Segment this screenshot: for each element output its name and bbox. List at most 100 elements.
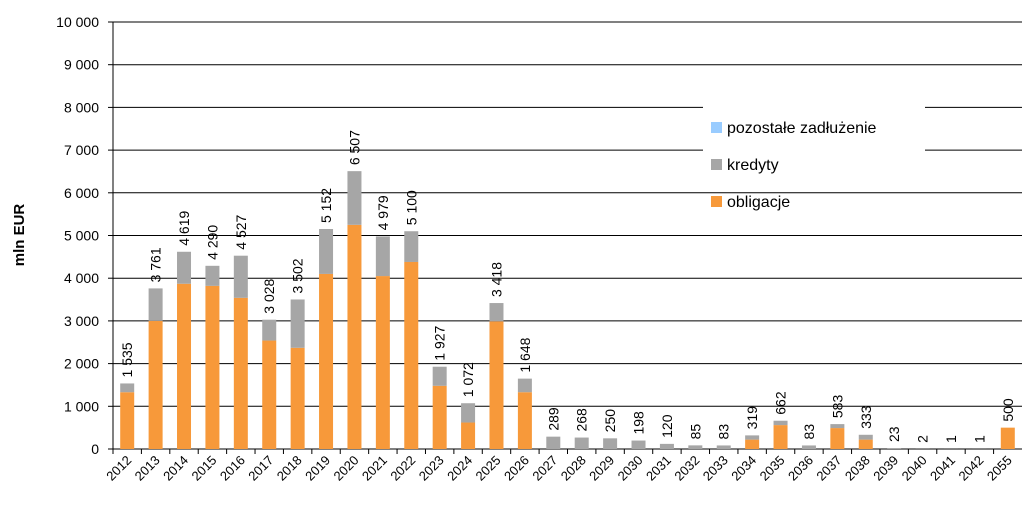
bar-segment [290,299,305,348]
total-label: 83 [716,424,732,440]
bar-segment [290,347,305,449]
bar-segment [233,255,248,298]
total-label: 1 648 [517,337,533,372]
legend-label: kredyty [727,157,779,174]
total-label: 4 527 [233,214,249,249]
y-tick-label: 6 000 [64,185,99,201]
bar-segment [262,319,277,341]
total-label: 5 152 [318,188,334,223]
total-label: 3 418 [488,262,504,297]
x-tick-label: 2055 [984,453,1015,484]
x-tick-label: 2016 [217,453,248,484]
bar-segment [574,437,589,449]
x-tick-label: 2021 [359,453,390,484]
total-label: 583 [829,395,845,419]
bar-segment [461,422,476,449]
x-tick-label: 2028 [558,453,589,484]
bar-segment [603,438,618,449]
bar-segment [773,420,788,426]
total-label: 4 290 [204,225,220,260]
y-tick-label: 0 [91,441,99,457]
total-label: 1 535 [119,342,135,377]
bar-segment [489,321,504,449]
y-tick-label: 9 000 [64,57,99,73]
total-label: 5 100 [403,190,419,225]
total-label: 120 [659,414,675,438]
bar-segment [801,445,816,449]
total-label: 500 [1000,398,1016,422]
bar-segment [858,439,873,449]
bar-segment [205,265,220,286]
total-label: 3 502 [290,258,306,293]
total-label: 83 [801,424,817,440]
x-tick-label: 2041 [927,453,958,484]
legend-swatch [711,196,722,207]
y-tick-label: 10 000 [56,14,99,30]
bar-segment [177,283,192,449]
legend-label: obligacje [727,194,790,211]
y-tick-label: 8 000 [64,99,99,115]
bar-segment [347,224,362,449]
x-tick-label: 2012 [103,453,134,484]
y-tick-label: 4 000 [64,270,99,286]
total-label: 1 927 [432,325,448,360]
bar-segment [148,320,163,449]
x-tick-label: 2020 [331,453,362,484]
bar-segment [375,236,390,277]
bar-segment [461,403,476,423]
bar-segment [858,434,873,440]
total-label: 3 028 [261,278,277,313]
x-tick-label: 2033 [700,453,731,484]
bar-segment [631,440,646,449]
y-axis-title: mln EUR [11,204,28,267]
bar-segment [1000,427,1015,449]
bar-segment [546,436,561,449]
total-label: 250 [602,409,618,433]
total-label: 6 507 [346,130,362,165]
x-tick-label: 2037 [813,453,844,484]
total-label: 4 619 [176,211,192,246]
y-tick-label: 3 000 [64,313,99,329]
x-tick-label: 2014 [160,453,191,484]
y-tick-label: 2 000 [64,356,99,372]
x-tick-label: 2026 [501,453,532,484]
x-tick-label: 2015 [188,453,219,484]
legend-swatch [711,159,722,170]
bar-segment [489,303,504,322]
x-tick-label: 2024 [444,453,475,484]
total-label: 4 979 [375,195,391,230]
bar-segment [659,443,674,449]
x-tick-label: 2036 [785,453,816,484]
x-tick-label: 2029 [586,453,617,484]
bar-segment [773,425,788,449]
y-tick-label: 5 000 [64,228,99,244]
bar-segment [120,392,135,449]
bar-segment [432,385,447,449]
total-label: 319 [744,406,760,430]
total-label: 23 [886,426,902,442]
total-label: 268 [574,408,590,432]
bar-segment [745,435,760,440]
bar-segment [517,378,532,393]
total-label: 662 [773,391,789,415]
bar-segment [887,448,902,449]
total-label: 1 072 [460,362,476,397]
x-tick-label: 2030 [615,453,646,484]
bar-segment [148,288,163,321]
bar-segment [120,383,135,393]
total-label: 3 761 [148,247,164,282]
legend: pozostałe zadłużenie kredyty obligacje [703,88,925,211]
legend-swatch [711,122,722,133]
bar-segment [177,251,192,284]
x-tick-label: 2018 [274,453,305,484]
total-label: 1 [943,435,959,443]
bar-segment [517,392,532,449]
x-tick-label: 2042 [955,453,986,484]
y-tick-label: 7 000 [64,142,99,158]
x-tick-label: 2038 [842,453,873,484]
bar-segment [375,276,390,449]
bar-segment [233,297,248,449]
bar-segment [262,340,277,449]
bar-segment [830,424,845,429]
